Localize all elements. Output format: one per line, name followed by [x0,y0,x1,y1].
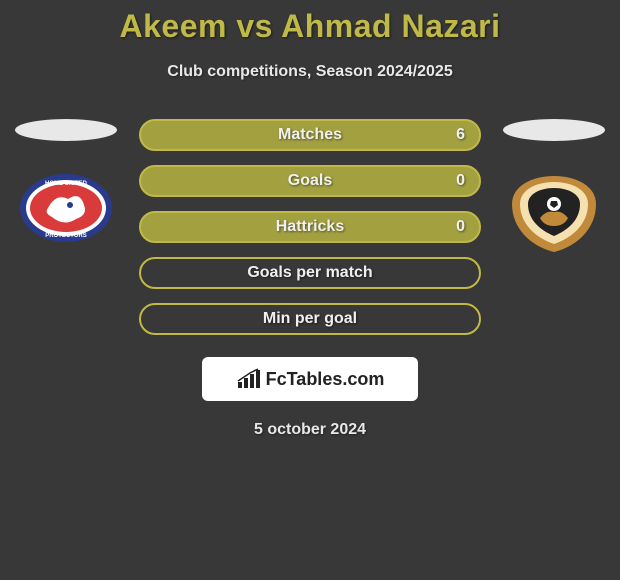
left-team-column: HOME UNITED PROTECTORS [11,119,121,245]
comparison-row: HOME UNITED PROTECTORS Matches 6 Goals 0… [0,119,620,335]
stat-row-goals: Goals 0 [139,165,481,197]
brand-chart-icon [236,368,262,390]
right-player-placeholder [503,119,605,141]
stat-value-right: 0 [456,218,465,236]
right-team-column [499,119,609,251]
left-player-placeholder [15,119,117,141]
svg-text:HOME UNITED: HOME UNITED [45,181,88,187]
stat-label: Min per goal [263,310,357,328]
brand-text: FcTables.com [266,369,385,390]
brand-badge: FcTables.com [202,357,418,401]
left-team-crest: HOME UNITED PROTECTORS [18,171,114,245]
stat-value-right: 6 [456,126,465,144]
stats-column: Matches 6 Goals 0 Hattricks 0 Goals per … [139,119,481,335]
stat-label: Matches [278,126,342,144]
page-subtitle: Club competitions, Season 2024/2025 [0,63,620,81]
stat-row-min-per-goal: Min per goal [139,303,481,335]
stat-label: Goals per match [247,264,372,282]
footer-date: 5 october 2024 [0,421,620,439]
stat-label: Hattricks [276,218,344,236]
stat-row-matches: Matches 6 [139,119,481,151]
right-team-crest [506,177,602,251]
stat-row-hattricks: Hattricks 0 [139,211,481,243]
stat-row-goals-per-match: Goals per match [139,257,481,289]
stat-value-right: 0 [456,172,465,190]
svg-text:PROTECTORS: PROTECTORS [45,233,87,239]
stat-label: Goals [288,172,332,190]
page-title: Akeem vs Ahmad Nazari [0,0,620,45]
